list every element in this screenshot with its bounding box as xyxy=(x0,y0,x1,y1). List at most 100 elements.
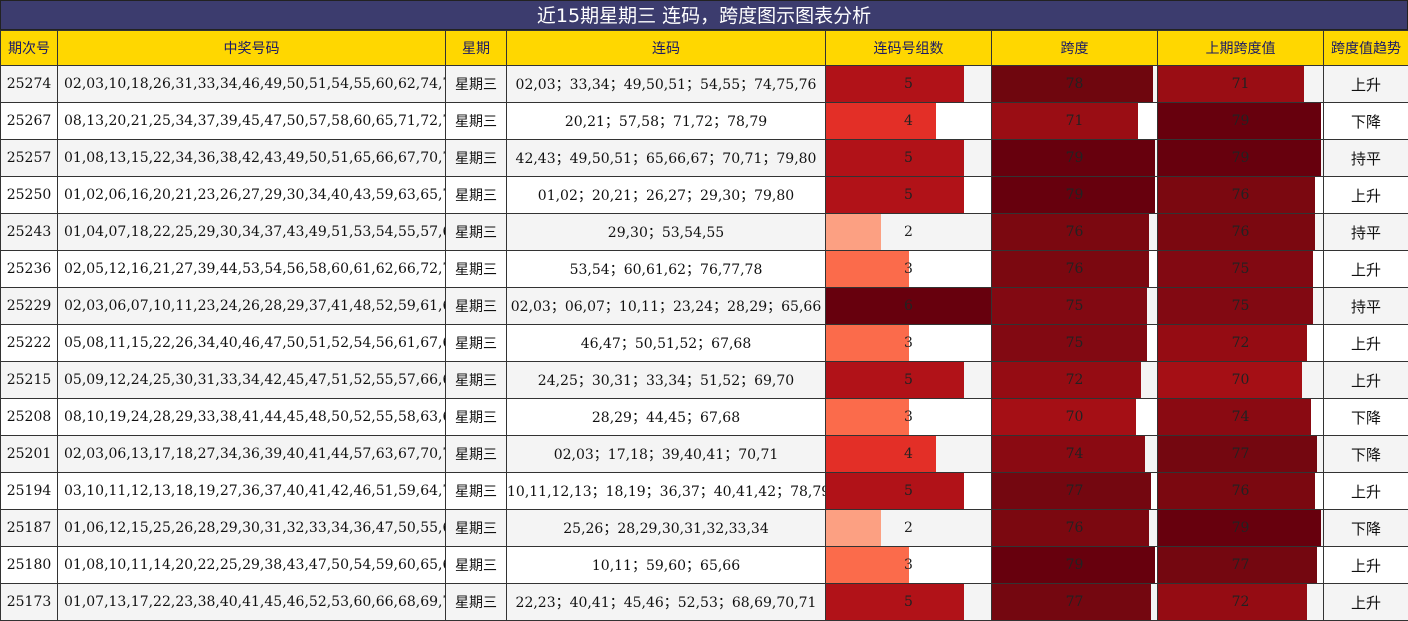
groups-cell: 5 xyxy=(826,177,992,214)
prev_span-value: 75 xyxy=(1232,261,1250,277)
groups-value: 4 xyxy=(904,113,913,129)
consecutive-cell: 02,03；33,34；49,50,51；54,55；74,75,76 xyxy=(507,66,826,103)
numbers-cell: 01,02,06,16,20,21,23,26,27,29,30,34,40,4… xyxy=(58,177,446,214)
prev_span-value: 77 xyxy=(1232,446,1250,462)
groups-cell: 4 xyxy=(826,436,992,473)
span-value: 74 xyxy=(1066,446,1084,462)
issue-cell: 25236 xyxy=(1,251,58,288)
trend-cell: 上升 xyxy=(1324,66,1408,103)
prev_span-value: 76 xyxy=(1232,224,1250,240)
consecutive-cell: 02,03；06,07；10,11；23,24；28,29；65,66 xyxy=(507,288,826,325)
issue-cell: 25215 xyxy=(1,362,58,399)
groups-bar xyxy=(826,251,909,287)
groups-value: 5 xyxy=(904,483,913,499)
prev_span-cell: 75 xyxy=(1158,288,1324,325)
numbers-cell: 02,05,12,16,21,27,39,44,53,54,56,58,60,6… xyxy=(58,251,446,288)
groups-cell: 3 xyxy=(826,251,992,288)
header-prev-span: 上期跨度值 xyxy=(1158,31,1324,66)
weekday-cell: 星期三 xyxy=(446,66,507,103)
prev_span-cell: 77 xyxy=(1158,547,1324,584)
issue-cell: 25208 xyxy=(1,399,58,436)
weekday-cell: 星期三 xyxy=(446,251,507,288)
groups-bar xyxy=(826,362,964,398)
prev_span-value: 79 xyxy=(1232,113,1250,129)
weekday-cell: 星期三 xyxy=(446,103,507,140)
span-cell: 77 xyxy=(992,473,1158,510)
span-cell: 75 xyxy=(992,288,1158,325)
groups-bar xyxy=(826,140,964,176)
groups-value: 3 xyxy=(904,409,913,425)
span-cell: 77 xyxy=(992,584,1158,621)
chart-title: 近15期星期三 连码，跨度图示图表分析 xyxy=(0,0,1408,30)
groups-value: 5 xyxy=(904,187,913,203)
prev_span-cell: 76 xyxy=(1158,214,1324,251)
groups-bar xyxy=(826,436,936,472)
numbers-cell: 08,13,20,21,25,34,37,39,45,47,50,57,58,6… xyxy=(58,103,446,140)
span-value: 79 xyxy=(1066,150,1084,166)
weekday-cell: 星期三 xyxy=(446,547,507,584)
span-value: 75 xyxy=(1066,298,1084,314)
span-cell: 78 xyxy=(992,66,1158,103)
prev_span-value: 79 xyxy=(1232,150,1250,166)
groups-value: 5 xyxy=(904,150,913,166)
groups-cell: 5 xyxy=(826,584,992,621)
issue-cell: 25194 xyxy=(1,473,58,510)
span-value: 79 xyxy=(1066,187,1084,203)
groups-value: 3 xyxy=(904,261,913,277)
prev_span-cell: 70 xyxy=(1158,362,1324,399)
issue-cell: 25243 xyxy=(1,214,58,251)
groups-cell: 2 xyxy=(826,510,992,547)
consecutive-cell: 25,26；28,29,30,31,32,33,34 xyxy=(507,510,826,547)
groups-bar xyxy=(826,399,909,435)
prev_span-value: 75 xyxy=(1232,298,1250,314)
span-value: 72 xyxy=(1066,372,1084,388)
prev_span-value: 76 xyxy=(1232,187,1250,203)
consecutive-cell: 20,21；57,58；71,72；78,79 xyxy=(507,103,826,140)
issue-cell: 25257 xyxy=(1,140,58,177)
prev_span-cell: 79 xyxy=(1158,140,1324,177)
groups-bar xyxy=(826,103,936,139)
header-numbers: 中奖号码 xyxy=(58,31,446,66)
numbers-cell: 05,09,12,24,25,30,31,33,34,42,45,47,51,5… xyxy=(58,362,446,399)
groups-cell: 6 xyxy=(826,288,992,325)
numbers-cell: 01,04,07,18,22,25,29,30,34,37,43,49,51,5… xyxy=(58,214,446,251)
span-cell: 79 xyxy=(992,177,1158,214)
groups-value: 5 xyxy=(904,76,913,92)
groups-value: 2 xyxy=(904,520,913,536)
span-value: 77 xyxy=(1066,594,1084,610)
weekday-cell: 星期三 xyxy=(446,436,507,473)
header-weekday: 星期 xyxy=(446,31,507,66)
prev_span-cell: 75 xyxy=(1158,251,1324,288)
prev_span-bar xyxy=(1158,362,1302,398)
weekday-cell: 星期三 xyxy=(446,140,507,177)
groups-cell: 5 xyxy=(826,66,992,103)
consecutive-cell: 53,54；60,61,62；76,77,78 xyxy=(507,251,826,288)
groups-cell: 3 xyxy=(826,399,992,436)
prev_span-cell: 76 xyxy=(1158,473,1324,510)
header-groups: 连码号组数 xyxy=(826,31,992,66)
header-span: 跨度 xyxy=(992,31,1158,66)
trend-cell: 持平 xyxy=(1324,288,1408,325)
trend-cell: 下降 xyxy=(1324,399,1408,436)
numbers-cell: 02,03,10,18,26,31,33,34,46,49,50,51,54,5… xyxy=(58,66,446,103)
span-cell: 71 xyxy=(992,103,1158,140)
trend-cell: 上升 xyxy=(1324,473,1408,510)
span-value: 71 xyxy=(1066,113,1084,129)
prev_span-cell: 79 xyxy=(1158,510,1324,547)
issue-cell: 25250 xyxy=(1,177,58,214)
weekday-cell: 星期三 xyxy=(446,177,507,214)
prev_span-value: 70 xyxy=(1232,372,1250,388)
consecutive-cell: 29,30；53,54,55 xyxy=(507,214,826,251)
prev_span-value: 77 xyxy=(1232,557,1250,573)
issue-cell: 25201 xyxy=(1,436,58,473)
consecutive-cell: 02,03；17,18；39,40,41；70,71 xyxy=(507,436,826,473)
issue-cell: 25267 xyxy=(1,103,58,140)
